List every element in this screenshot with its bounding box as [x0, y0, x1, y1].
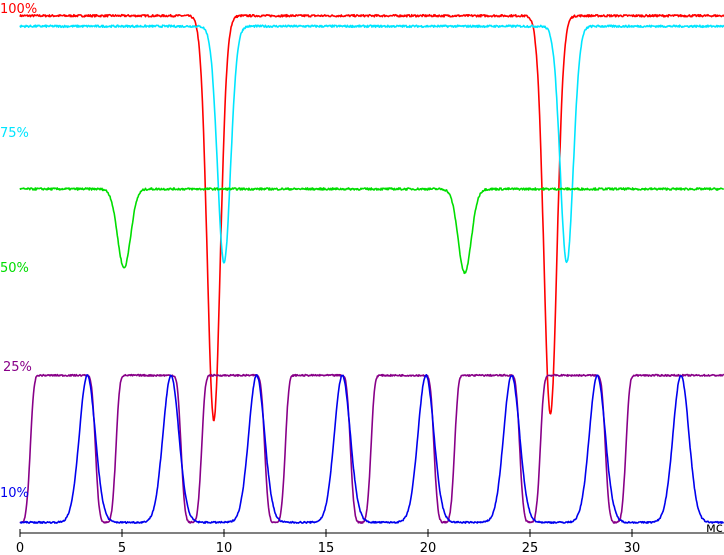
x-tick-label-6: 30 — [624, 541, 641, 555]
x-tick-label-4: 20 — [420, 541, 437, 555]
x-tick-label-3: 15 — [318, 541, 335, 555]
series-labels-group: 100% 75% 50% 25% 10% — [0, 2, 37, 501]
series-line-4 — [19, 374, 724, 524]
x-tick-label-0: 0 — [16, 541, 24, 555]
series-line-3 — [19, 373, 724, 524]
series-label-3: 25% — [3, 360, 32, 375]
series-line-2 — [19, 187, 724, 275]
x-tick-label-5: 25 — [522, 541, 539, 555]
traces-group — [19, 13, 724, 524]
series-line-1 — [19, 24, 724, 264]
x-axis-unit-label: мс — [706, 521, 723, 536]
series-label-0: 100% — [0, 2, 37, 17]
x-ticks-group: 0 5 10 15 20 25 30 — [16, 529, 640, 555]
series-label-1: 75% — [0, 126, 29, 141]
x-tick-label-2: 10 — [216, 541, 233, 555]
x-tick-label-1: 5 — [118, 541, 126, 555]
series-label-2: 50% — [0, 261, 29, 276]
series-line-0 — [19, 13, 724, 422]
series-label-4: 10% — [0, 486, 29, 501]
